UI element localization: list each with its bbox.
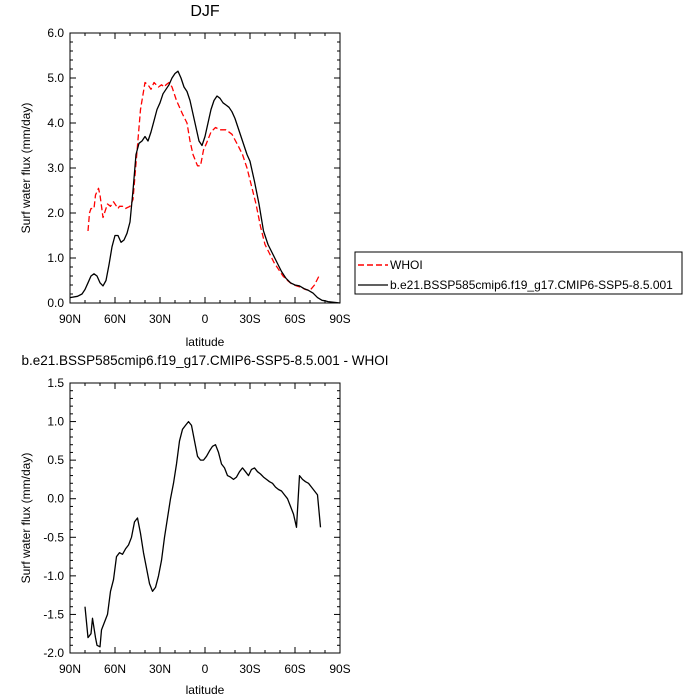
bottom-x-tick-label: 30S <box>239 662 260 676</box>
bottom-x-tick-label: 30N <box>149 662 171 676</box>
bottom-chart-ylabel: Surf water flux (mm/day) <box>19 453 33 584</box>
bottom-y-tick-label: 1.0 <box>47 415 64 429</box>
legend-label-whoi: WHOI <box>390 258 423 272</box>
top-y-tick-label: 4.0 <box>47 116 64 130</box>
bottom-y-tick-label: -0.5 <box>43 530 64 544</box>
top-x-tick-label: 60S <box>284 312 305 326</box>
bottom-y-tick-label: -1.5 <box>43 607 64 621</box>
top-series-line-0 <box>87 81 320 292</box>
bottom-y-tick-label: 1.5 <box>47 376 64 390</box>
top-x-tick-label: 30S <box>239 312 260 326</box>
bottom-chart-xlabel: latitude <box>186 683 225 697</box>
top-chart-xlabel: latitude <box>186 335 225 349</box>
bottom-x-tick-label: 60S <box>284 662 305 676</box>
legend-label-model: b.e21.BSSP585cmip6.f19_g17.CMIP6-SSP5-8.… <box>390 278 673 292</box>
top-plot-frame <box>69 32 341 304</box>
top-y-tick-label: 3.0 <box>47 161 64 175</box>
bottom-chart-title: b.e21.BSSP585cmip6.f19_g17.CMIP6-SSP5-8.… <box>22 353 389 368</box>
top-x-tick-label: 60N <box>104 312 126 326</box>
bottom-y-tick-label: -2.0 <box>43 646 64 660</box>
top-x-tick-label: 0 <box>202 312 209 326</box>
bottom-plot-frame <box>69 382 341 654</box>
bottom-y-tick-label: 0.5 <box>47 453 64 467</box>
top-y-tick-label: 2.0 <box>47 206 64 220</box>
legend: WHOI b.e21.BSSP585cmip6.f19_g17.CMIP6-SS… <box>354 251 683 295</box>
top-y-tick-label: 1.0 <box>47 251 64 265</box>
bottom-y-tick-label: -1.0 <box>43 569 64 583</box>
bottom-x-tick-label: 90S <box>329 662 350 676</box>
bottom-x-tick-label: 0 <box>202 662 209 676</box>
top-chart-title: DJF <box>190 3 220 20</box>
top-x-tick-label: 30N <box>149 312 171 326</box>
top-y-tick-label: 5.0 <box>47 71 64 85</box>
top-x-tick-label: 90S <box>329 312 350 326</box>
bottom-chart-panel: b.e21.BSSP585cmip6.f19_g17.CMIP6-SSP5-8.… <box>19 353 388 697</box>
bottom-x-tick-label: 90N <box>59 662 81 676</box>
top-chart-ylabel: Surf water flux (mm/day) <box>19 103 33 234</box>
top-series-line-1 <box>69 70 341 304</box>
bottom-series-line-0 <box>84 420 322 648</box>
top-y-tick-label: 6.0 <box>47 26 64 40</box>
bottom-y-tick-label: 0.0 <box>47 492 64 506</box>
top-x-tick-label: 90N <box>59 312 81 326</box>
top-y-tick-label: 0.0 <box>47 296 64 310</box>
top-chart-panel: DJF Surf water flux (mm/day) latitude 90… <box>19 3 351 349</box>
legend-box <box>354 251 683 295</box>
bottom-x-tick-label: 60N <box>104 662 126 676</box>
